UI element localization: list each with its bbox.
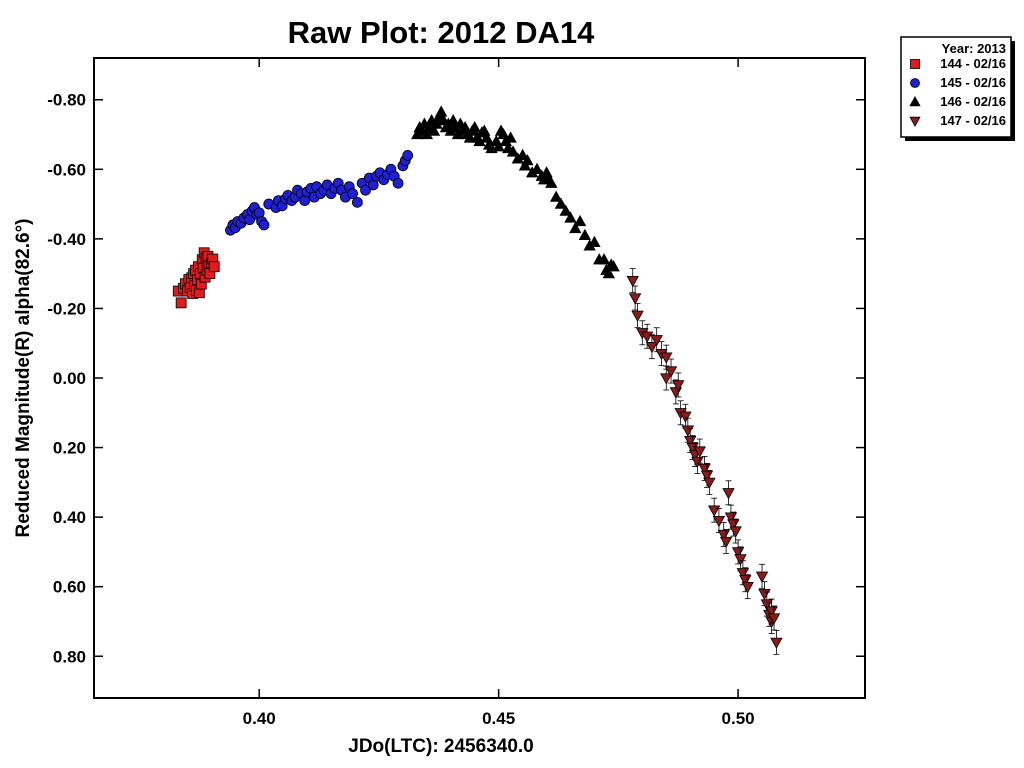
y-tick-label: -0.80 xyxy=(47,91,86,110)
data-point xyxy=(664,366,678,378)
data-point xyxy=(588,235,601,247)
data-point xyxy=(573,214,587,227)
data-point xyxy=(767,613,781,625)
data-point xyxy=(626,275,639,288)
legend-entry: 145 - 02/16 xyxy=(940,75,1006,90)
data-point xyxy=(175,297,187,309)
plot-frame xyxy=(93,57,866,699)
data-point xyxy=(347,188,358,200)
x-tick-label: 0.40 xyxy=(243,709,276,728)
data-point xyxy=(554,197,568,209)
y-tick-label: 0.80 xyxy=(53,647,86,666)
data-point xyxy=(628,293,642,305)
data-point xyxy=(631,310,644,322)
data-point xyxy=(435,105,448,117)
x-tick-label: 0.45 xyxy=(482,709,515,728)
plot-area xyxy=(172,105,783,655)
y-tick-label: 0.20 xyxy=(53,439,86,458)
legend-entry: 146 - 02/16 xyxy=(940,94,1006,109)
data-point xyxy=(468,120,481,133)
data-point xyxy=(569,221,582,234)
data-point xyxy=(506,145,520,157)
data-point xyxy=(681,425,694,437)
data-point xyxy=(427,124,441,136)
legend-marker xyxy=(910,59,920,69)
data-point xyxy=(545,176,558,188)
data-point xyxy=(722,488,735,500)
data-point xyxy=(607,260,620,272)
data-point xyxy=(564,211,577,223)
y-tick-label: 0.00 xyxy=(53,369,86,388)
data-point xyxy=(351,196,363,208)
data-point xyxy=(679,411,692,423)
data-point xyxy=(741,582,754,594)
legend-marker xyxy=(909,95,921,107)
data-point xyxy=(597,253,611,265)
y-tick-label: 0.40 xyxy=(53,508,86,527)
chart-title: Raw Plot: 2012 DA14 xyxy=(288,15,595,50)
data-point xyxy=(504,131,517,143)
y-axis-label: Reduced Magnitude(R) alpha(82.6°) xyxy=(13,218,34,537)
data-point xyxy=(360,184,371,196)
data-point xyxy=(645,342,659,354)
data-point xyxy=(719,536,733,549)
data-point xyxy=(392,177,404,189)
data-point xyxy=(660,373,673,385)
data-point xyxy=(208,261,220,273)
data-point xyxy=(729,526,742,538)
x-tick-label: 0.50 xyxy=(722,709,755,728)
data-point xyxy=(734,554,747,566)
y-tick-label: 0.60 xyxy=(53,578,86,597)
y-tick-label: -0.20 xyxy=(47,299,86,318)
data-point xyxy=(712,515,726,528)
data-point xyxy=(402,149,414,161)
data-point xyxy=(516,148,529,161)
legend-entry: 144 - 02/16 xyxy=(940,56,1006,71)
axis-ticks: 0.40 0.45 0.50 -0.80 -0.60 -0.40 -0.20 0.00 0.20… xyxy=(47,58,865,728)
data-point xyxy=(707,505,721,517)
data-point xyxy=(559,204,572,216)
data-point xyxy=(602,267,615,279)
y-tick-label: -0.60 xyxy=(47,160,86,179)
data-point xyxy=(755,571,769,583)
data-point xyxy=(650,335,663,347)
data-point xyxy=(258,219,270,231)
legend-marker xyxy=(910,78,920,88)
legend-title: Year: 2013 xyxy=(942,41,1006,56)
data-point xyxy=(521,154,534,166)
y-tick-label: -0.40 xyxy=(47,230,86,249)
legend-box xyxy=(900,36,1012,138)
data-point xyxy=(530,162,544,174)
legend-marker xyxy=(909,116,921,128)
data-point xyxy=(549,190,563,202)
data-point xyxy=(669,387,683,399)
data-point xyxy=(770,637,783,649)
data-point xyxy=(672,380,685,392)
data-point xyxy=(693,446,706,458)
data-point xyxy=(703,477,716,489)
data-point xyxy=(660,352,673,364)
x-axis-label: JDo(LTC): 2456340.0 xyxy=(348,736,534,757)
data-point xyxy=(578,228,592,241)
legend-entry: 147 - 02/16 xyxy=(940,113,1006,128)
legend: Year: 2013 144 - 02/16 145 - 02/16 146 - 0… xyxy=(900,36,1015,141)
data-point xyxy=(758,589,771,601)
